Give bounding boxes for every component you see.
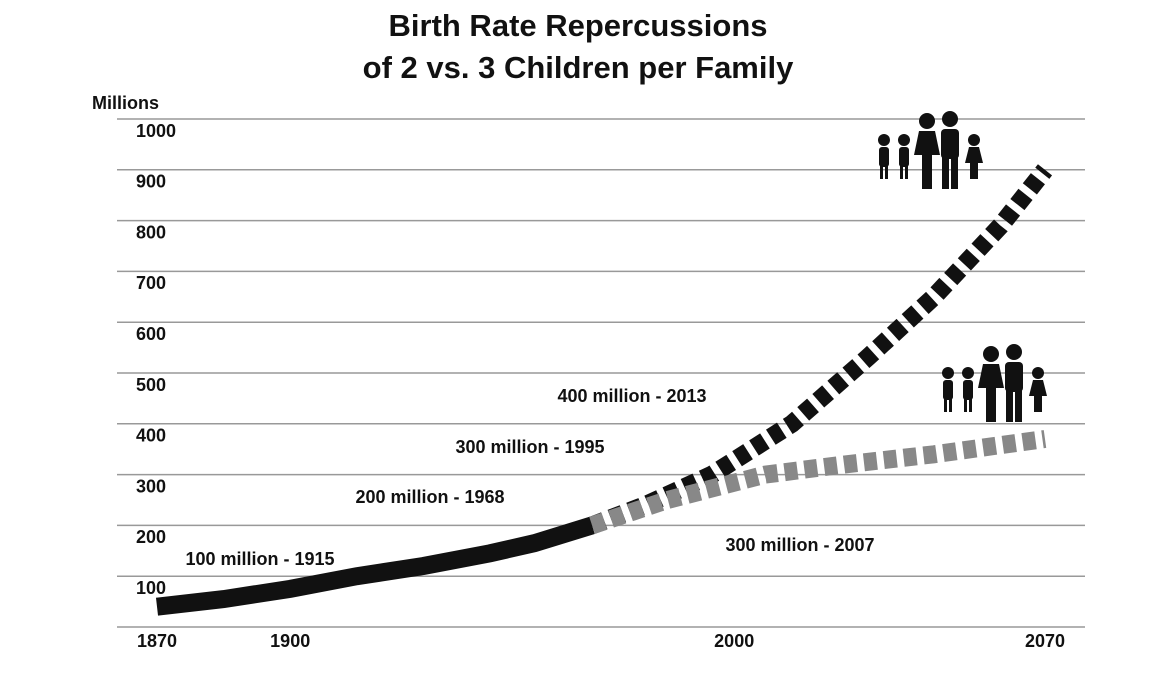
y-tick-label: 400	[136, 426, 166, 446]
x-tick-label: 2000	[714, 631, 754, 651]
annotation: 300 million - 1995	[455, 437, 604, 457]
y-tick-label: 800	[136, 222, 166, 242]
y-tick-label: 300	[136, 476, 166, 496]
series-line	[155, 516, 595, 616]
x-tick-label: 1900	[270, 631, 310, 651]
annotation: 100 million - 1915	[185, 549, 334, 569]
series-line	[588, 164, 1053, 534]
y-tick-label: 600	[136, 324, 166, 344]
family-icon	[878, 111, 983, 189]
annotation: 200 million - 1968	[355, 487, 504, 507]
x-tick-label: 1870	[137, 631, 177, 651]
y-tick-label: 900	[136, 172, 166, 192]
y-tick-label: 200	[136, 527, 166, 547]
y-tick-label: 1000	[136, 121, 176, 141]
annotation: 400 million - 2013	[557, 386, 706, 406]
chart-title: of 2 vs. 3 Children per Family	[363, 50, 794, 85]
y-tick-label: 500	[136, 375, 166, 395]
x-tick-label: 2070	[1025, 631, 1065, 651]
y-axis-label: Millions	[92, 93, 159, 113]
chart-title: Birth Rate Repercussions	[389, 8, 768, 43]
series-line	[589, 430, 1047, 534]
y-tick-label: 700	[136, 273, 166, 293]
family-icon	[942, 344, 1047, 422]
y-tick-label: 100	[136, 578, 166, 598]
annotation: 300 million - 2007	[725, 535, 874, 555]
